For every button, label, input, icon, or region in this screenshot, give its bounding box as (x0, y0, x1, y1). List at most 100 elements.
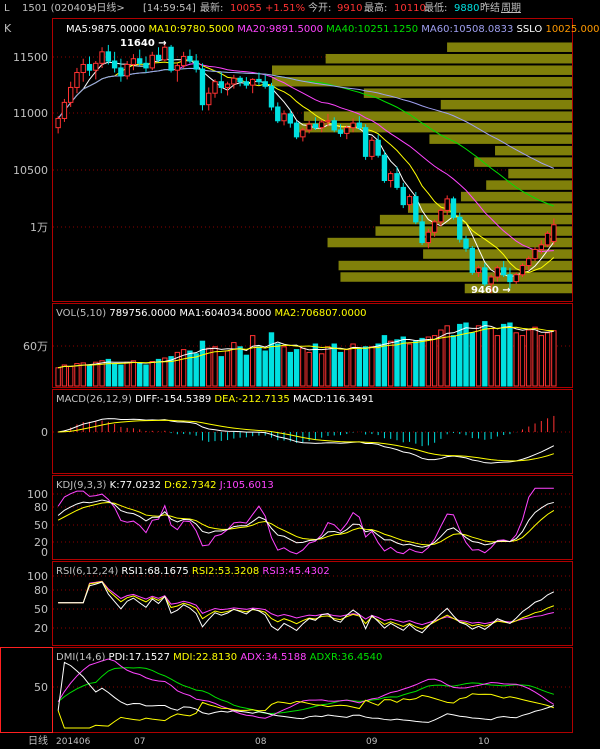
volume-bar (262, 350, 268, 387)
macd-y-tick-zero: 0 (41, 426, 48, 439)
last-price-label: 最新: (200, 3, 224, 14)
candle-body (180, 55, 187, 67)
legend-item: RSI2:53.3208 (189, 566, 260, 577)
volume-bar (149, 361, 155, 387)
candle-body (93, 62, 99, 71)
vol-y-tick: 60万 (23, 340, 48, 353)
vol-ma2-line (58, 326, 554, 369)
candle-body (325, 120, 331, 123)
volume-bar (118, 364, 124, 387)
candle-body (199, 68, 206, 106)
volume-bar (450, 335, 457, 387)
instrument-symbol[interactable]: 1501 (020401) (22, 3, 97, 14)
legend-item: 789756.0000 (106, 308, 176, 319)
candle-body (143, 62, 149, 69)
legend-item: MA2:706807.0000 (271, 308, 366, 319)
volume-bar (325, 346, 331, 387)
candle-body (306, 123, 312, 131)
open-value: 9910 (337, 3, 363, 14)
kdj-legend: KDJ(9,3,3) K:77.0232 D:62.7342 J:105.601… (56, 480, 274, 491)
candle-body (256, 78, 262, 83)
candle-body (231, 77, 237, 85)
candlestick-series (55, 42, 557, 294)
volume-profile-bar (407, 203, 572, 213)
volume-profile-bar (440, 99, 572, 110)
legend-item: MA1:604034.8000 (176, 308, 271, 319)
dmi-selected-marker (0, 647, 53, 733)
kdj-y-tick-80: 80 (34, 501, 48, 514)
volume-bar (137, 362, 143, 387)
volume-bar (55, 367, 61, 387)
candle-body (350, 122, 356, 129)
legend-item: MA60:10508.0833 (418, 24, 513, 35)
chart-canvas[interactable]: 11500 11000 10500 1万 60万 0 100 80 50 20 … (0, 18, 600, 749)
volume-bar (362, 346, 369, 387)
candle-body (67, 86, 74, 103)
candle-body (118, 67, 124, 77)
macd-diff-line (58, 418, 555, 464)
candle-body (168, 46, 174, 71)
rsi-y-tick-50: 50 (34, 603, 48, 616)
candle-body (300, 129, 306, 138)
volume-bar (155, 358, 162, 387)
volume-bar (482, 321, 488, 387)
candle-body (318, 121, 325, 129)
legend-item: MDI:22.8130 (170, 652, 237, 663)
candle-body (513, 274, 519, 283)
volume-bar (249, 335, 256, 387)
legend-item: MA5:9875.0000 (66, 24, 145, 35)
volume-profile-bar (423, 249, 572, 259)
volume-profile-bar (379, 214, 572, 225)
volume-bar (306, 351, 312, 387)
volume-bar (457, 323, 463, 387)
volume-bar (312, 343, 319, 387)
low-label: 最低: (424, 3, 448, 14)
rsi-legend: RSI(6,12,24) RSI1:68.1675 RSI2:53.3208 R… (56, 566, 330, 577)
volume-bar (419, 337, 425, 387)
candle-body (369, 139, 375, 157)
ma5-line (57, 58, 555, 278)
cycle-button[interactable]: 周期 (501, 3, 521, 14)
volume-bar (381, 335, 388, 387)
main-legend: MA5:9875.0000 MA10:9780.5000 MA20:9891.5… (66, 24, 600, 35)
candle-body (488, 276, 494, 285)
candle-body (187, 55, 193, 62)
x-axis-period-label: 日线 (28, 734, 48, 747)
rsi-panel-frame (52, 561, 573, 646)
candle-body (149, 54, 155, 69)
volume-bar (275, 343, 281, 387)
candle-body (362, 127, 369, 157)
volume-bar (212, 346, 218, 387)
legend-item: MA40:10251.1250 (323, 24, 418, 35)
volume-bar (488, 328, 494, 387)
volume-bar (400, 336, 406, 387)
volume-bar (124, 361, 130, 387)
quote-time: [14:59:54] (143, 3, 196, 14)
ma60-line (57, 67, 555, 169)
candle-body (312, 123, 319, 129)
candle-body (293, 122, 300, 138)
volume-bar (193, 353, 199, 387)
volume-bar (130, 360, 137, 387)
candle-body (482, 267, 488, 285)
y-tick-11000: 11000 (13, 107, 48, 120)
volume-bar (61, 364, 68, 387)
candle-body (218, 81, 224, 88)
candle-body (431, 221, 438, 233)
volume-bar (206, 347, 212, 387)
candle-body (526, 258, 532, 267)
volume-bar (231, 342, 237, 387)
rsi3-line (58, 580, 554, 626)
period-label[interactable]: <日线> (88, 3, 125, 14)
volume-profile-bar (486, 180, 572, 190)
candle-body (162, 46, 168, 61)
candle-body (206, 92, 212, 106)
volume-bar (199, 340, 206, 387)
legend-item: J:105.6013 (217, 480, 274, 491)
volume-bar (256, 346, 262, 387)
volume-bar (162, 357, 168, 387)
volume-profile-bar (464, 283, 572, 294)
legend-item: MACD:116.3491 (290, 394, 374, 405)
candle-body (105, 51, 112, 62)
candle-body (275, 106, 281, 122)
